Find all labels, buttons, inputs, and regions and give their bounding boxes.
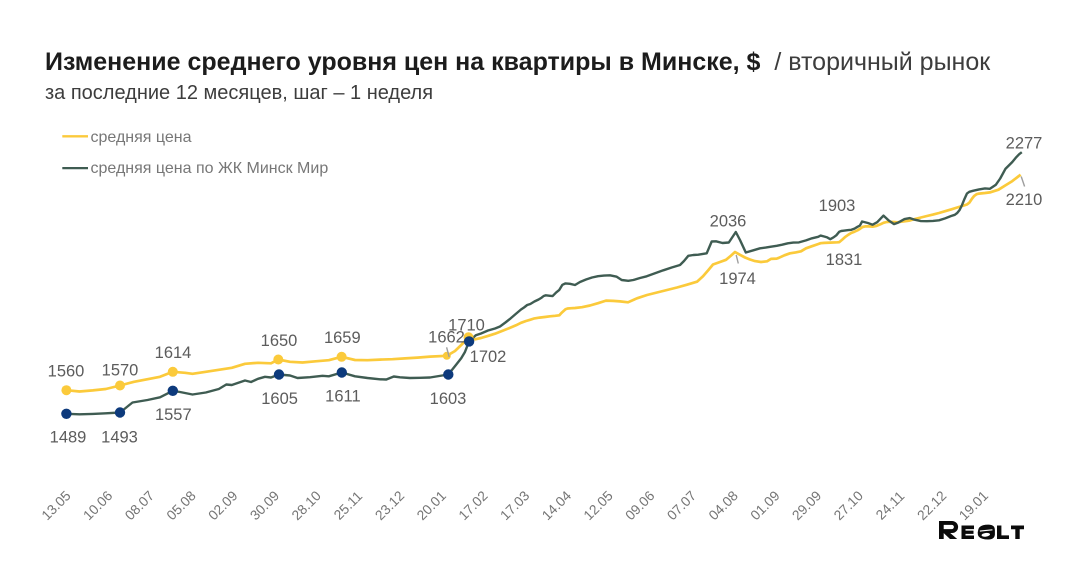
svg-text:средняя цена по ЖК Минск Мир: средняя цена по ЖК Минск Мир [91, 160, 329, 177]
svg-text:средняя цена: средняя цена [91, 129, 192, 146]
svg-text:за последние 12 месяцев, шаг –: за последние 12 месяцев, шаг – 1 неделя [45, 82, 433, 104]
svg-text:1903: 1903 [819, 197, 856, 215]
svg-text:1974: 1974 [719, 270, 756, 288]
svg-text:1662: 1662 [428, 329, 465, 347]
svg-text:1560: 1560 [48, 363, 85, 381]
svg-text:2210: 2210 [1006, 191, 1043, 209]
svg-text:1557: 1557 [155, 406, 192, 424]
svg-text:1650: 1650 [261, 332, 298, 350]
svg-text:1611: 1611 [325, 388, 360, 406]
svg-text:1614: 1614 [155, 344, 192, 362]
svg-text:1603: 1603 [430, 390, 467, 408]
svg-text:1570: 1570 [102, 361, 139, 379]
svg-text:Изменение среднего уровня цен: Изменение среднего уровня цен на квартир… [45, 48, 991, 76]
svg-text:2036: 2036 [710, 213, 747, 231]
svg-text:1605: 1605 [261, 390, 298, 408]
svg-text:1489: 1489 [50, 429, 87, 447]
svg-text:1702: 1702 [470, 348, 507, 366]
svg-text:2277: 2277 [1006, 135, 1043, 153]
svg-text:1659: 1659 [324, 329, 361, 347]
svg-text:1493: 1493 [101, 429, 138, 447]
svg-text:1710: 1710 [448, 316, 485, 334]
svg-text:1831: 1831 [826, 251, 863, 269]
